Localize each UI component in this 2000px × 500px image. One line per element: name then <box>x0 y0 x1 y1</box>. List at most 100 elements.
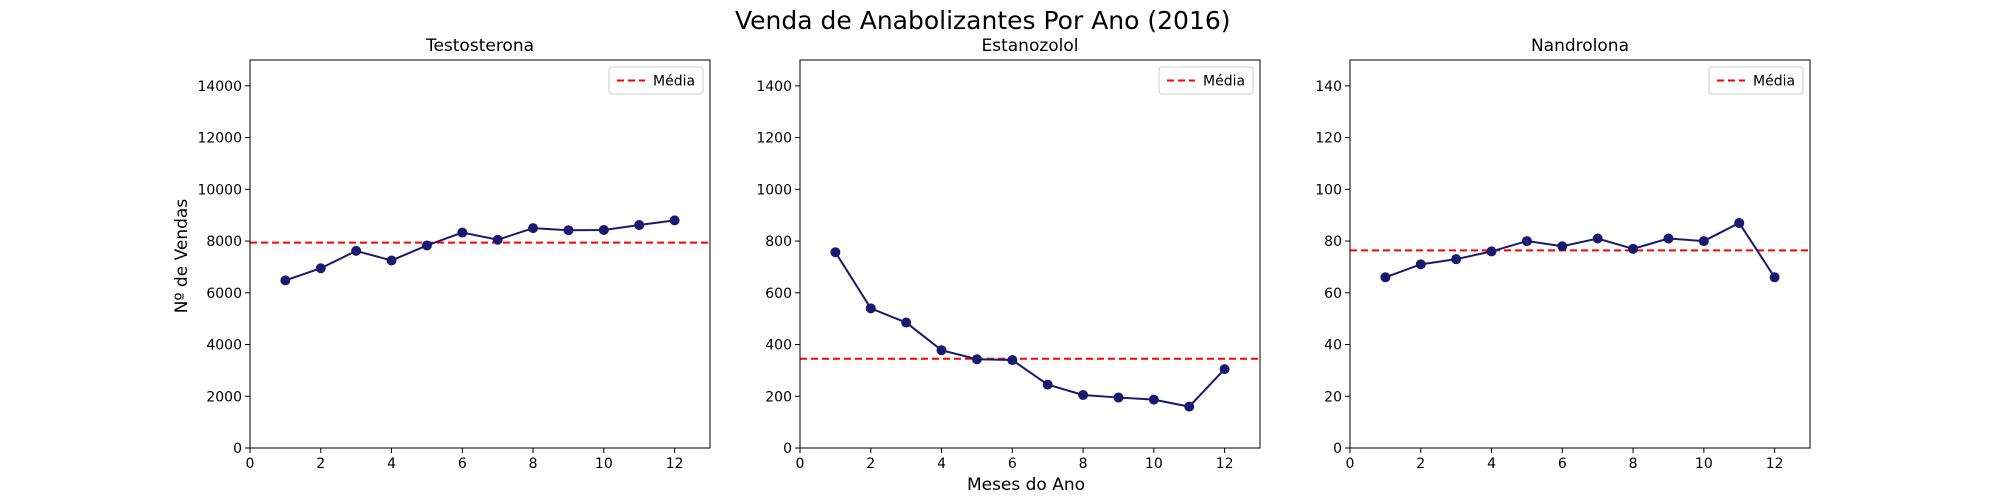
series-line <box>1385 221 1776 279</box>
data-point <box>1007 355 1018 366</box>
x-tick-label: 2 <box>1416 456 1425 472</box>
legend-box <box>1708 66 1804 95</box>
x-tick-label: 0 <box>1346 456 1355 472</box>
subplot-title: Testosterona <box>425 36 534 56</box>
y-tick-label: 400 <box>765 338 792 354</box>
subplot-title: Nandrolona <box>1531 36 1629 56</box>
data-point <box>901 317 912 328</box>
y-tick-label: 80 <box>1324 234 1342 250</box>
y-tick-label: 0 <box>1333 441 1342 457</box>
data-point <box>669 215 680 226</box>
x-tick-label: 6 <box>458 456 467 472</box>
y-tick-label: 4000 <box>206 338 242 354</box>
legend-label: Média <box>653 74 695 90</box>
y-tick-label: 1200 <box>756 131 792 147</box>
data-point <box>1219 364 1230 375</box>
series-line <box>834 251 1226 408</box>
x-tick-label: 4 <box>387 456 396 472</box>
data-point <box>1734 217 1745 228</box>
x-tick-label: 4 <box>937 456 946 472</box>
data-point <box>1113 392 1124 403</box>
y-tick-label: 6000 <box>206 286 242 302</box>
x-tick-label: 12 <box>1766 456 1784 472</box>
data-point <box>830 247 841 258</box>
data-point <box>1415 259 1426 270</box>
y-tick-label: 1400 <box>756 79 792 95</box>
data-point <box>1042 379 1053 390</box>
subplot-0: Testosterona 0 2 4 6 8 10 12 0 2000 4000 6000 8000 10… <box>197 36 711 472</box>
data-point <box>492 234 503 245</box>
y-tick-label: 60 <box>1324 286 1342 302</box>
y-axis-label: Nº de Vendas <box>172 199 192 314</box>
data-point <box>1663 233 1674 244</box>
data-point <box>1769 272 1780 283</box>
subplot-title: Estanozolol <box>981 36 1078 56</box>
data-point <box>1698 236 1709 247</box>
x-tick-label: 6 <box>1558 456 1567 472</box>
x-tick-label: 8 <box>529 456 538 472</box>
y-tick-label: 10000 <box>197 182 242 198</box>
legend: Média <box>1708 66 1804 95</box>
data-point <box>1184 401 1195 412</box>
x-tick-label: 4 <box>1487 456 1496 472</box>
data-point <box>1628 243 1639 254</box>
plot-area <box>250 215 710 286</box>
legend-box <box>1158 66 1254 95</box>
data-point <box>386 255 397 266</box>
data-point <box>528 223 539 234</box>
y-tick-label: 40 <box>1324 338 1342 354</box>
data-point <box>1521 236 1532 247</box>
y-tick-label: 0 <box>783 441 792 457</box>
x-tick-label: 0 <box>796 456 805 472</box>
x-tick-label: 2 <box>316 456 325 472</box>
data-point <box>1148 394 1159 405</box>
x-tick-label: 12 <box>1216 456 1234 472</box>
y-tick-label: 12000 <box>197 131 242 147</box>
legend-box <box>608 66 704 95</box>
data-point <box>457 227 468 238</box>
plot-area <box>800 247 1260 412</box>
axes-frame <box>249 59 711 449</box>
data-point <box>598 224 609 235</box>
data-point <box>563 225 574 236</box>
x-tick-label: 8 <box>1629 456 1638 472</box>
y-tick-label: 600 <box>765 286 792 302</box>
data-point <box>936 345 947 356</box>
y-tick-label: 2000 <box>206 389 242 405</box>
data-point <box>1380 272 1391 283</box>
x-axis-label: Meses do Ano <box>967 475 1085 495</box>
y-tick-label: 120 <box>1315 131 1342 147</box>
subplot-1: Estanozolol 0 2 4 6 8 10 12 0 200 400 600 800 1000 120… <box>756 36 1261 472</box>
y-tick-label: 8000 <box>206 234 242 250</box>
data-point <box>634 220 645 231</box>
x-tick-label: 6 <box>1008 456 1017 472</box>
y-tick-label: 200 <box>765 389 792 405</box>
y-tick-label: 800 <box>765 234 792 250</box>
x-tick-label: 2 <box>866 456 875 472</box>
data-point <box>865 303 876 314</box>
legend-label: Média <box>1203 74 1245 90</box>
data-point <box>421 240 432 251</box>
legend: Média <box>608 66 704 95</box>
legend-label: Média <box>1753 74 1795 90</box>
data-point <box>1557 241 1568 252</box>
x-tick-label: 12 <box>666 456 684 472</box>
figure-title: Venda de Anabolizantes Por Ano (2016) <box>735 6 1231 35</box>
plot-area <box>1350 217 1810 283</box>
data-point <box>280 275 291 286</box>
data-point <box>1486 246 1497 257</box>
legend: Média <box>1158 66 1254 95</box>
x-tick-label: 10 <box>1145 456 1163 472</box>
data-point <box>1078 389 1089 400</box>
data-point <box>351 245 362 256</box>
data-point <box>1451 254 1462 265</box>
y-tick-label: 140 <box>1315 79 1342 95</box>
data-point <box>315 263 326 274</box>
x-tick-label: 0 <box>246 456 255 472</box>
axes-frame <box>799 59 1261 449</box>
axes-frame <box>1349 59 1811 449</box>
series-line <box>285 219 675 282</box>
